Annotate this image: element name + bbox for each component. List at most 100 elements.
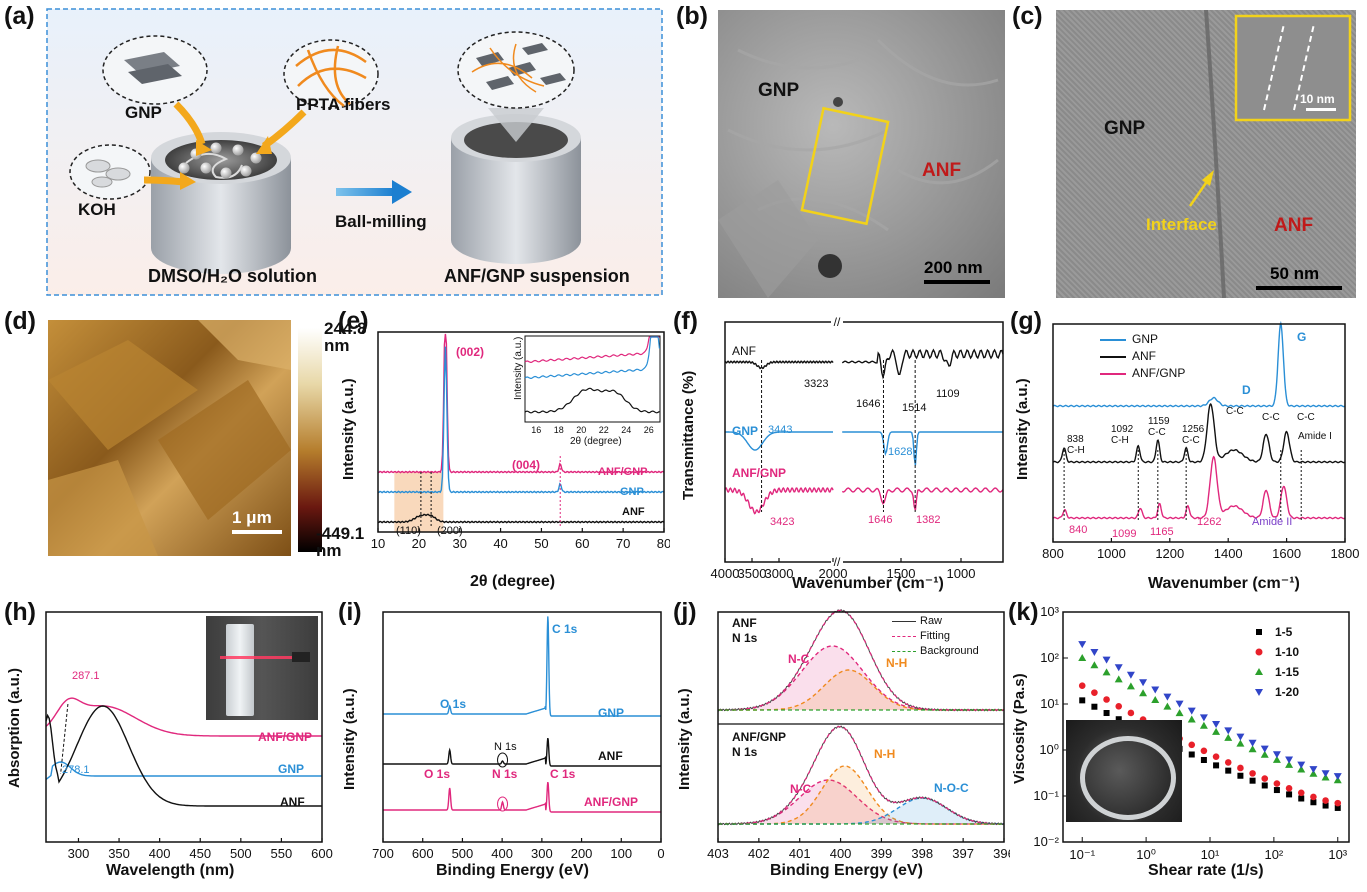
peak-3323: 3323 xyxy=(804,378,829,390)
j-bot-fill-2 xyxy=(718,798,1004,824)
marker-1-5-14 xyxy=(1249,777,1256,784)
g-x-tick-label-2: 1200 xyxy=(1155,546,1184,561)
peak-004: (004) xyxy=(512,458,541,472)
series-i-1 xyxy=(383,737,661,767)
chart-xrd: 10 20 30 40 50 60 70 80 16 18 20 22 24 26 xyxy=(371,331,670,551)
e-x-tick-label-7: 80 xyxy=(657,536,670,551)
chart-uv: 300 350 400 450 500 550 600 xyxy=(45,611,333,861)
marker-1-5-0 xyxy=(1079,697,1086,704)
series-label-e-gnp: GNP xyxy=(620,486,644,498)
highlight-region xyxy=(394,472,444,532)
marker-1-15-17 xyxy=(1285,760,1294,768)
tem-image-c: 10 nm GNP Interface ANF 50 nm xyxy=(1056,10,1356,298)
h-x-tick-label-1: 350 xyxy=(108,846,130,861)
marker-1-5-19 xyxy=(1310,799,1317,806)
marker-1-5-2 xyxy=(1103,710,1110,717)
label-gnp: GNP xyxy=(125,103,162,122)
ylabel-g: Intensity (a.u.) xyxy=(1014,378,1031,480)
marker-1-20-3 xyxy=(1114,664,1123,672)
panel-label-g: (g) xyxy=(1010,307,1042,335)
marker-1-15-18 xyxy=(1297,765,1306,773)
ref-line-h xyxy=(60,703,69,775)
g-x-tick-label-0: 800 xyxy=(1042,546,1064,561)
marker-1-20-9 xyxy=(1187,707,1196,715)
chart-viscosity: 10⁻¹ 10⁰ 10¹ 10² 10³ 10⁻² 10⁻¹ 10⁰ 10¹ 10² 10³ 1-5 1… xyxy=(1033,604,1350,862)
xps-n1s-bot-title: ANF/GNP N 1s xyxy=(732,730,786,759)
marker-1-20-17 xyxy=(1285,756,1294,764)
g-x-tick-label-1: 1000 xyxy=(1097,546,1126,561)
plot-frame xyxy=(1052,323,1346,543)
marker-1-20-18 xyxy=(1297,761,1306,769)
raman-amide2: Amide II xyxy=(1252,516,1293,528)
xlabel-i: Binding Energy (eV) xyxy=(436,862,589,879)
j-top-fill-1 xyxy=(718,670,1004,710)
raman-1159: 1159 C-C xyxy=(1148,416,1170,438)
panel-label-e: (e) xyxy=(338,307,369,335)
j-bot-raw xyxy=(717,725,1005,826)
j-top-peak-1 xyxy=(718,669,1004,711)
marker-1-15-6 xyxy=(1151,695,1160,703)
ylabel-h: Absorption (a.u.) xyxy=(6,668,23,788)
series-h-anf xyxy=(45,705,322,807)
series-f-2-left xyxy=(724,486,834,515)
series-label-h-anfgnp: ANF/GNP xyxy=(258,730,312,744)
i-x-tick-label-4: 300 xyxy=(531,846,553,861)
i-x-tick-label-5: 200 xyxy=(571,846,593,861)
plot-frame xyxy=(724,321,1004,563)
e-x-tick-label-4: 50 xyxy=(534,536,548,551)
inset-ylabel-e: Intensity (a.u.) xyxy=(513,336,524,400)
inset-tick-2: 20 xyxy=(576,425,586,435)
i-x-tick-label-0: 700 xyxy=(372,846,394,861)
marker-1-20-0 xyxy=(1078,641,1087,649)
axis-break-mark-top: // xyxy=(834,315,841,329)
peak-1646a: 1646 xyxy=(856,398,881,410)
uv-278: 278.1 xyxy=(62,764,90,776)
plot-frame xyxy=(717,611,1005,843)
raman-cc3: C-C xyxy=(1226,406,1244,417)
j-top-peak-0 xyxy=(718,645,1004,711)
chart-raman: 800 1000 1200 1400 1600 1800 xyxy=(1042,320,1359,561)
k-x-tick-label-1: 10⁰ xyxy=(1136,847,1156,862)
f-x-tick-label-5: 1000 xyxy=(947,566,976,581)
marker-1-15-14 xyxy=(1248,745,1257,753)
series-label-h-anf: ANF xyxy=(280,795,305,809)
scale-bar-d: 1 μm xyxy=(232,508,272,527)
xlabel-j: Binding Energy (eV) xyxy=(770,862,923,879)
peak-1109: 1109 xyxy=(936,388,960,400)
ylabel-f: Transmittance (%) xyxy=(680,370,697,500)
plot-frame xyxy=(377,331,665,533)
marker-1-10-3 xyxy=(1115,702,1123,710)
marker-1-15-5 xyxy=(1139,689,1148,697)
marker-1-10-0 xyxy=(1078,682,1086,689)
series-h-anf-gnp xyxy=(45,697,322,737)
marker-1-10-15 xyxy=(1261,775,1269,782)
legend-g: GNP ANF ANF/GNP xyxy=(1100,332,1185,383)
marker-1-5-11 xyxy=(1213,762,1220,769)
xlabel-k: Shear rate (1/s) xyxy=(1148,862,1264,879)
marker-1-20-20 xyxy=(1321,770,1330,778)
marker-1-20-4 xyxy=(1126,671,1135,679)
peak-3443: 3443 xyxy=(768,424,793,436)
peak-1382: 1382 xyxy=(916,514,941,526)
axis-break-top xyxy=(831,316,843,328)
marker-1-10-9 xyxy=(1188,741,1196,749)
marker-1-15-15 xyxy=(1260,750,1269,758)
k-y-tick-label-4: 10² xyxy=(1040,650,1059,665)
marker-1-15-0 xyxy=(1078,654,1087,661)
scale-bar-c-inset: 10 nm xyxy=(1300,92,1335,106)
marker-1-10-14 xyxy=(1249,770,1256,777)
marker-1-15-13 xyxy=(1236,739,1245,747)
series-f-1-right xyxy=(842,431,1003,466)
xps-o1s-2: O 1s xyxy=(424,767,451,781)
series-f-0-left xyxy=(724,360,834,370)
e-x-tick-label-1: 20 xyxy=(412,536,426,551)
tem-image-b: GNP ANF 200 nm xyxy=(718,10,1005,298)
axis-break-mark-bottom: // xyxy=(834,555,841,569)
xlabel-e: 2θ (degree) xyxy=(470,573,556,590)
j-x-tick-label-3: 400 xyxy=(830,846,852,861)
h-x-tick-label-6: 600 xyxy=(311,846,333,861)
k-y-tick-label-0: 10⁻² xyxy=(1033,834,1059,849)
peak-1628: 1628 xyxy=(888,446,913,458)
i-x-tick-label-1: 600 xyxy=(412,846,434,861)
